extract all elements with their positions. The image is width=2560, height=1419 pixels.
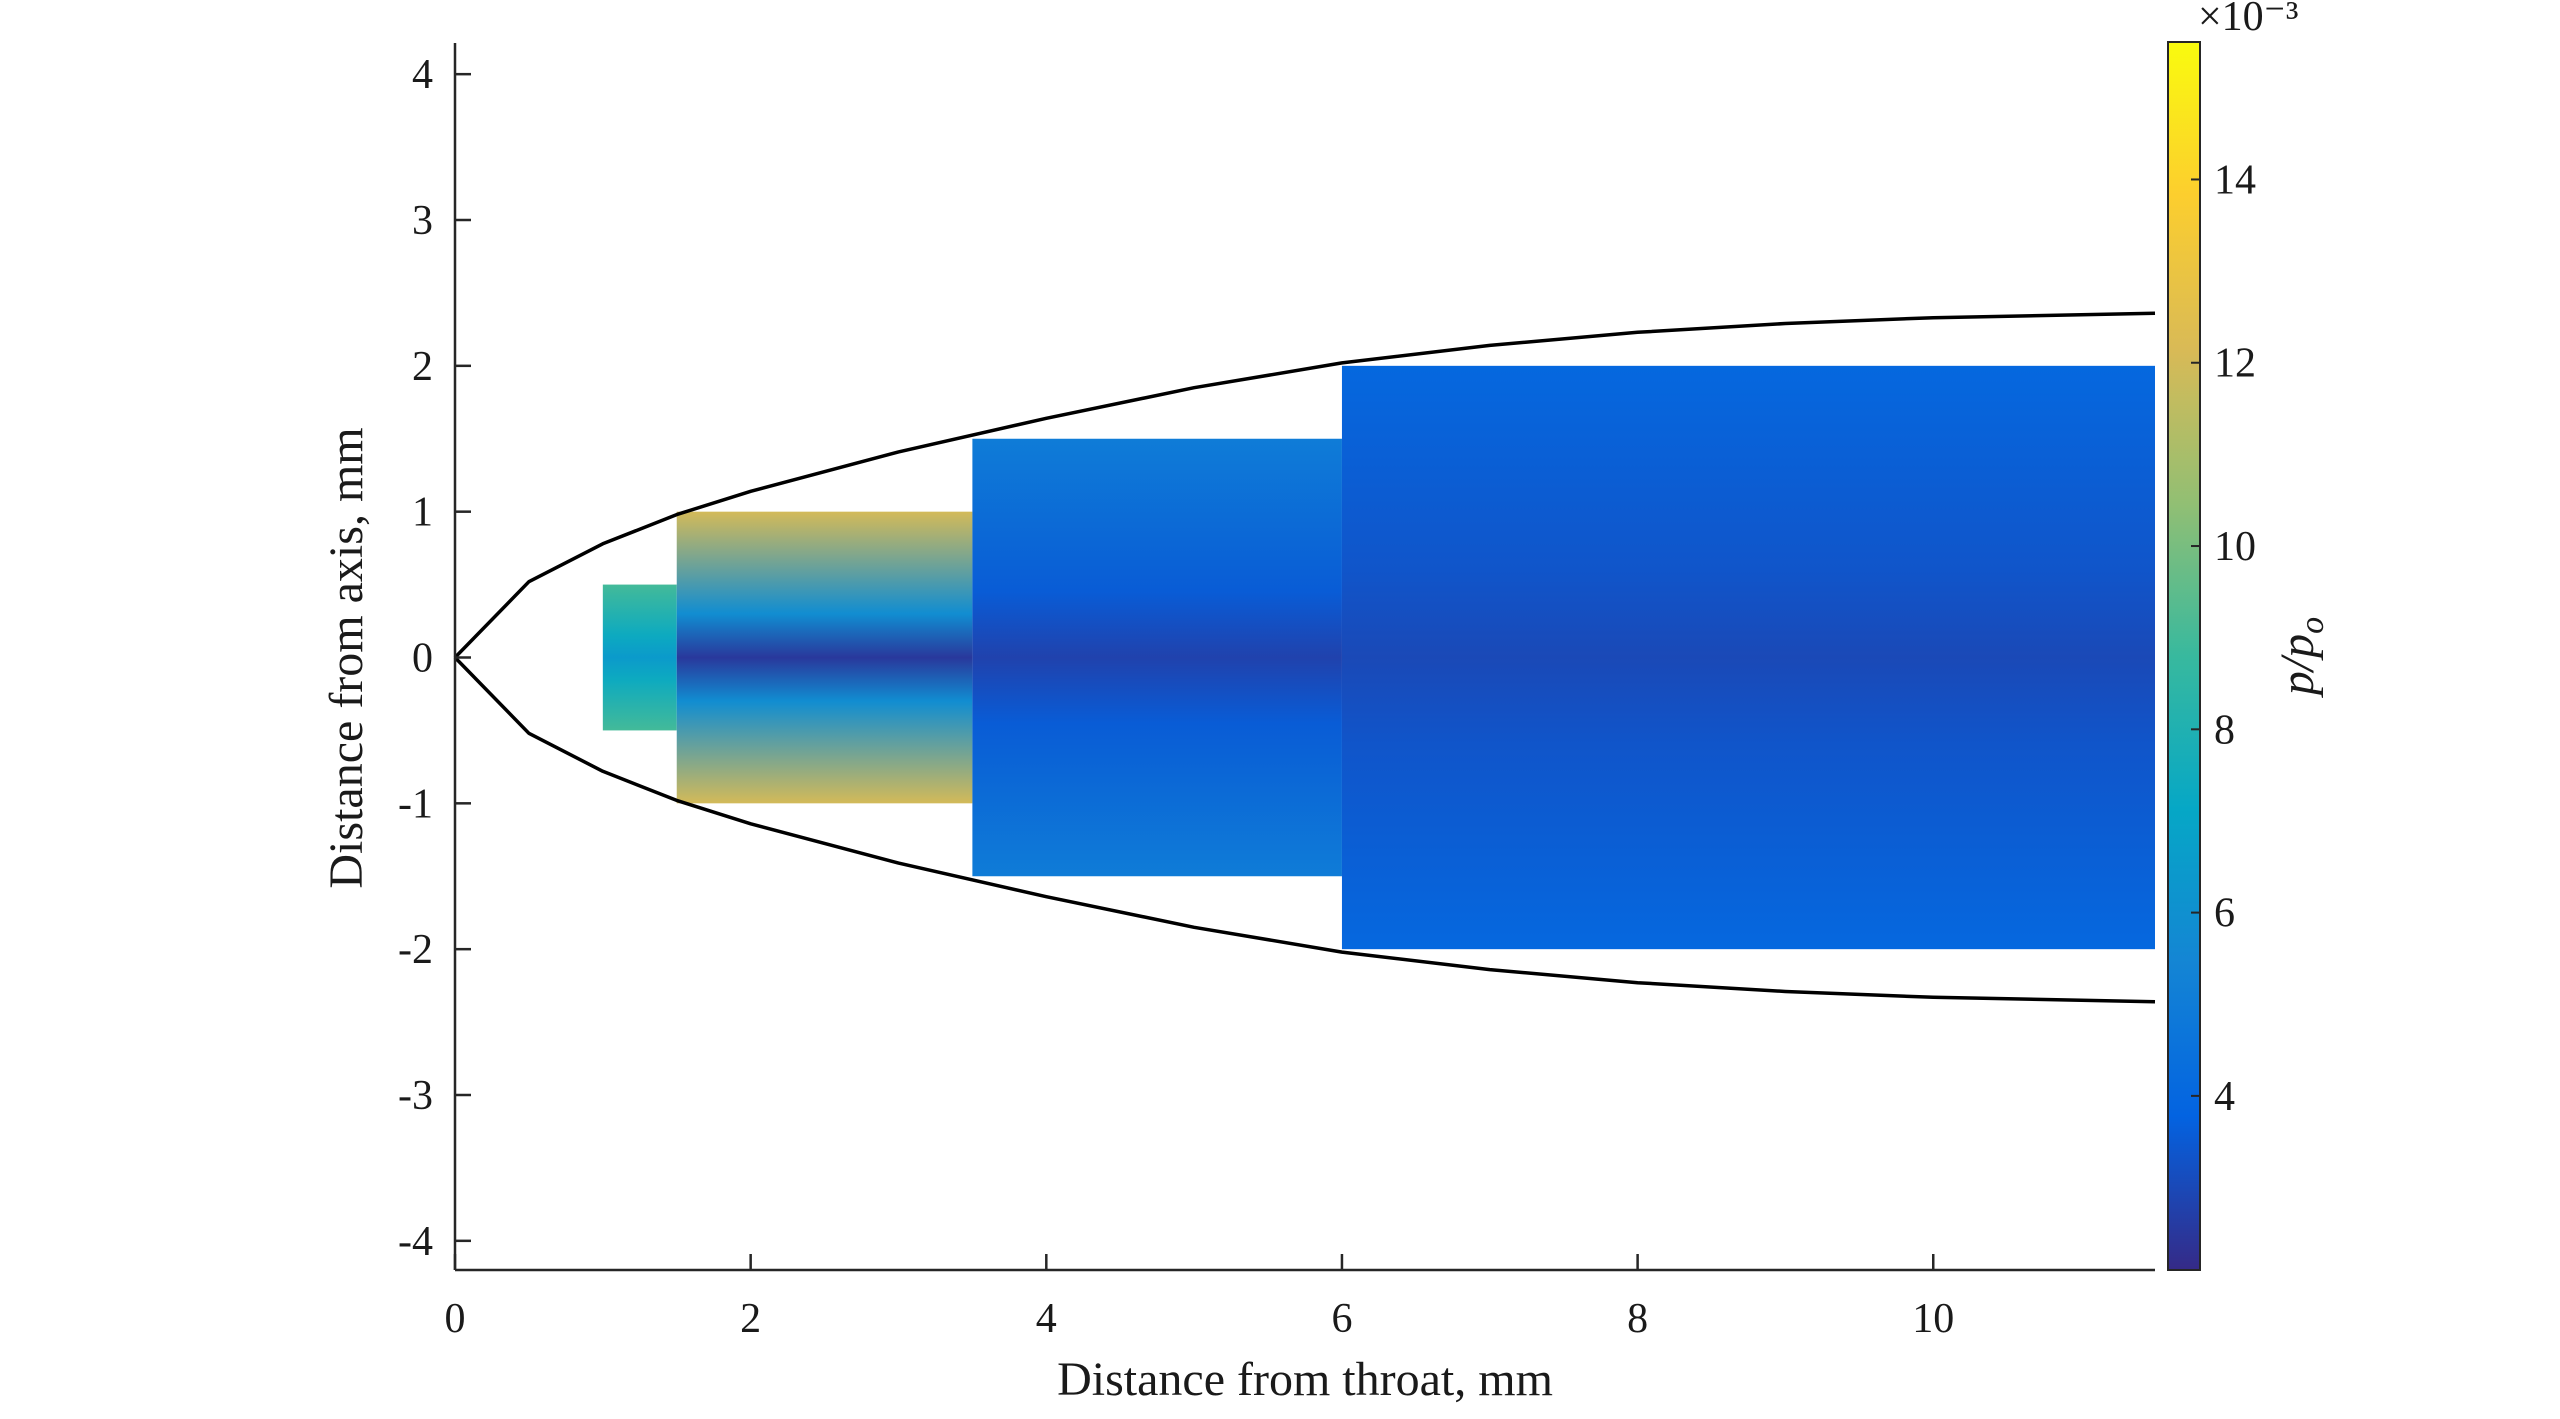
x-tick-label: 8 xyxy=(1627,1296,1648,1342)
colorbar-tick-label: 10 xyxy=(2214,524,2256,570)
y-tick-label: 3 xyxy=(412,198,433,244)
x-axis-label: Distance from throat, mm xyxy=(1057,1353,1553,1406)
pressure-field xyxy=(602,365,2155,950)
colorbar-tick-label: 12 xyxy=(2214,341,2256,387)
colorbar-label: p/po xyxy=(2271,617,2331,698)
nozzle-wall-upper xyxy=(453,311,2156,659)
field-block xyxy=(676,511,973,804)
colorbar-label-subscript: o xyxy=(2294,617,2331,634)
colorbar-exponent: ×10⁻³ xyxy=(2198,0,2298,40)
x-tick-label: 4 xyxy=(1036,1296,1057,1342)
colorbar-gradient xyxy=(2167,41,2201,1271)
y-tick-label: 2 xyxy=(412,344,433,390)
field-block xyxy=(972,438,1342,877)
y-tick-label: -1 xyxy=(398,781,433,827)
x-tick-label: 2 xyxy=(740,1296,761,1342)
y-tick-label: 0 xyxy=(412,636,433,682)
x-tick-label: 6 xyxy=(1331,1296,1352,1342)
y-tick-label: -4 xyxy=(398,1219,433,1265)
y-axis-label: Distance from axis, mm xyxy=(320,427,373,888)
y-axis-ticks: 4 3 2 1 0 -1 -2 -3 -4 xyxy=(398,52,471,1265)
colorbar: 4 6 8 10 12 14 ×10⁻³ p/po xyxy=(2167,0,2331,1271)
colorbar-tick-label: 8 xyxy=(2214,707,2235,753)
y-tick-label: 4 xyxy=(412,52,433,98)
x-axis-ticks: 0 2 4 6 8 10 xyxy=(445,1254,1954,1342)
nozzle-wall-lower xyxy=(453,656,2156,1004)
field-block xyxy=(1341,365,2155,950)
y-tick-label: 1 xyxy=(412,490,433,536)
colorbar-label-main: p/p xyxy=(2271,634,2324,698)
nozzle-wall xyxy=(453,311,2156,1004)
x-tick-label: 0 xyxy=(445,1296,466,1342)
field-block xyxy=(602,584,677,731)
y-tick-label: -3 xyxy=(398,1073,433,1119)
y-tick-label: -2 xyxy=(398,927,433,973)
x-tick-label: 10 xyxy=(1912,1296,1954,1342)
colorbar-ticks: 4 6 8 10 12 14 xyxy=(2191,157,2256,1120)
colorbar-tick-label: 4 xyxy=(2214,1074,2235,1120)
colorbar-tick-label: 6 xyxy=(2214,891,2235,937)
colorbar-tick-label: 14 xyxy=(2214,157,2256,203)
